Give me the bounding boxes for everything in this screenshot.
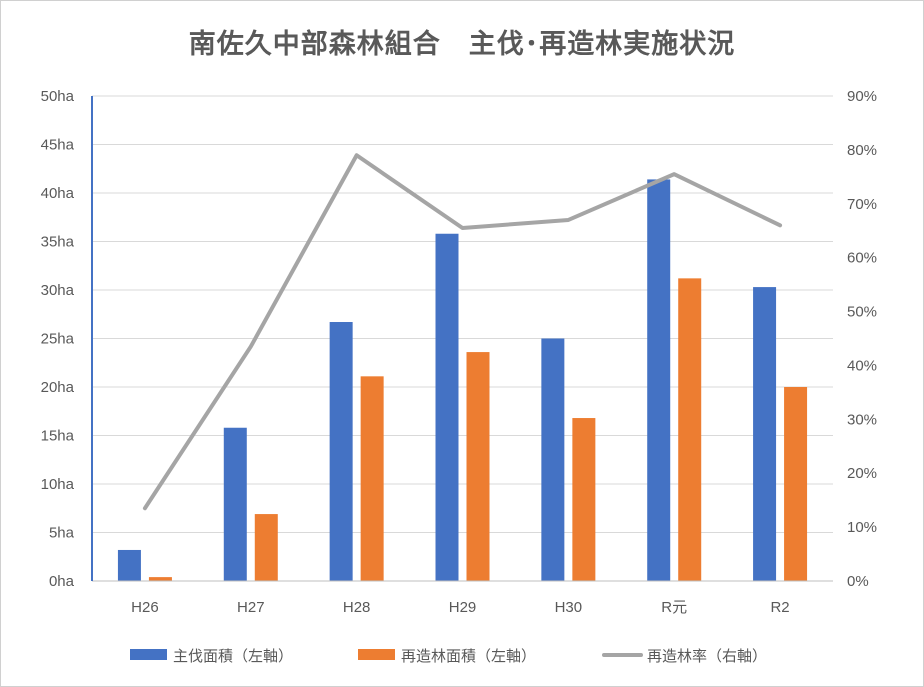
y-right-tick-label: 10% bbox=[847, 519, 877, 536]
rate-line bbox=[142, 153, 783, 511]
x-tick-label: H26 bbox=[131, 599, 159, 616]
reforest-area-bar bbox=[784, 387, 808, 581]
legend-swatch bbox=[130, 649, 167, 660]
x-tick-label: H30 bbox=[555, 599, 583, 616]
x-tick-label: H29 bbox=[449, 599, 477, 616]
reforest-area-bar bbox=[254, 514, 278, 581]
y-left-tick-label: 45ha bbox=[41, 137, 75, 154]
chart-title: 南佐久中部森林組合 主伐･再造林実施状況 bbox=[188, 29, 736, 60]
legend-swatch bbox=[358, 649, 395, 660]
reforest-area-bar bbox=[360, 376, 384, 581]
legend: 主伐面積（左軸） 再造林面積（左軸） 再造林率（右軸） bbox=[130, 647, 767, 665]
harvest-area-bar bbox=[647, 179, 671, 582]
gridlines bbox=[92, 95, 833, 533]
y-right-tick-label: 0% bbox=[847, 573, 869, 590]
y-left-tick-label: 25ha bbox=[41, 331, 75, 348]
x-tick-label: R2 bbox=[770, 599, 789, 616]
harvest-area-bar bbox=[435, 233, 459, 582]
y-right-tick-label: 90% bbox=[847, 88, 877, 105]
legend-label: 主伐面積（左軸） bbox=[173, 647, 293, 665]
harvest-area-bar bbox=[117, 549, 141, 581]
y-right-tick-label: 70% bbox=[847, 196, 877, 213]
y-left-tick-label: 30ha bbox=[41, 282, 75, 299]
harvest-area-bar bbox=[541, 338, 565, 581]
reforest-area-bar bbox=[678, 278, 702, 581]
x-tick-label: H27 bbox=[237, 599, 265, 616]
harvest-area-bar bbox=[223, 427, 247, 581]
y-right-tick-label: 80% bbox=[847, 142, 877, 159]
y-left-tick-label: 35ha bbox=[41, 234, 75, 251]
reforest-area-bar bbox=[466, 352, 490, 581]
y-left-tick-label: 50ha bbox=[41, 88, 75, 105]
y-left-tick-label: 20ha bbox=[41, 379, 75, 396]
legend-label: 再造林面積（左軸） bbox=[401, 647, 536, 665]
y-left-tick-label: 40ha bbox=[41, 185, 75, 202]
y-right-tick-label: 20% bbox=[847, 465, 877, 482]
legend-label: 再造林率（右軸） bbox=[647, 647, 767, 665]
y-left-tick-label: 0ha bbox=[49, 573, 75, 590]
y-left-tick-label: 10ha bbox=[41, 476, 75, 493]
reforest-area-bar bbox=[572, 418, 596, 581]
x-tick-label: R元 bbox=[661, 599, 687, 616]
x-tick-label: H28 bbox=[343, 599, 371, 616]
y-right-tick-label: 60% bbox=[847, 250, 877, 267]
reforest-area-bar bbox=[148, 577, 172, 581]
axes: 0ha 5ha 10ha 15ha 20ha 25ha 30ha 35ha 40ha 45ha 50… bbox=[41, 88, 877, 616]
y-left-tick-label: 5ha bbox=[49, 525, 75, 542]
y-right-tick-label: 40% bbox=[847, 357, 877, 374]
harvest-area-bar bbox=[753, 287, 777, 581]
y-right-tick-label: 30% bbox=[847, 411, 877, 428]
y-left-tick-label: 15ha bbox=[41, 428, 75, 445]
bars bbox=[117, 179, 808, 582]
y-right-tick-label: 50% bbox=[847, 304, 877, 321]
harvest-area-bar bbox=[329, 322, 353, 581]
